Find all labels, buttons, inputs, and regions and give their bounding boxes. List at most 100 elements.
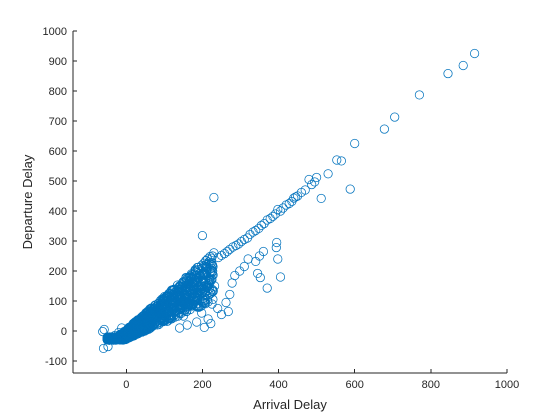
data-point — [117, 323, 127, 333]
data-point — [147, 317, 157, 327]
y-tick-label: 800 — [49, 86, 67, 98]
data-point — [239, 234, 249, 245]
data-point — [156, 313, 166, 323]
data-point — [207, 299, 217, 309]
data-point — [222, 246, 232, 257]
data-point — [200, 288, 210, 298]
data-point — [414, 90, 424, 100]
x-tick-label: 0 — [123, 379, 129, 391]
data-point — [98, 343, 109, 353]
y-tick-label: 100 — [49, 296, 67, 308]
y-tick-label: 0 — [61, 326, 67, 338]
data-point — [175, 323, 185, 333]
data-point — [132, 323, 142, 333]
data-point — [312, 172, 322, 182]
y-tick-label: 200 — [49, 266, 67, 278]
data-point — [254, 223, 264, 233]
x-axis-label: Arrival Delay — [253, 397, 327, 412]
data-point — [256, 220, 266, 230]
data-point — [275, 206, 286, 216]
data-point — [275, 272, 286, 282]
data-point — [182, 286, 192, 296]
data-point — [272, 237, 282, 248]
data-point — [225, 289, 235, 299]
axes — [72, 31, 507, 374]
data-point — [227, 278, 237, 288]
data-point — [235, 266, 245, 276]
data-point — [191, 267, 201, 277]
data-point — [181, 281, 191, 292]
data-point — [236, 237, 246, 247]
data-point — [304, 174, 314, 185]
data-point — [262, 215, 272, 225]
data-point — [108, 335, 118, 345]
data-point — [194, 302, 204, 312]
data-point — [270, 209, 281, 219]
data-point — [350, 138, 360, 149]
data-point — [156, 302, 166, 312]
x-tick-label: 1000 — [495, 379, 519, 391]
x-tick-label: 600 — [346, 379, 364, 391]
data-point — [199, 322, 209, 332]
data-point — [99, 324, 109, 335]
data-point — [265, 213, 275, 224]
data-point — [155, 306, 165, 316]
data-point — [153, 299, 164, 309]
data-point — [281, 200, 291, 210]
data-point — [114, 327, 124, 338]
data-point — [345, 184, 355, 194]
data-point — [197, 270, 207, 280]
data-point — [379, 124, 389, 134]
data-point — [162, 308, 172, 318]
y-tick-label: 500 — [49, 176, 67, 188]
data-point — [248, 227, 258, 237]
data-point — [192, 317, 202, 327]
data-point — [245, 229, 255, 239]
data-point — [171, 298, 181, 308]
data-point — [152, 311, 162, 321]
y-tick-label: 300 — [49, 236, 67, 248]
data-point — [168, 290, 178, 301]
data-points — [98, 48, 480, 353]
y-tick-label: 700 — [49, 116, 67, 128]
data-point — [103, 334, 113, 344]
data-point — [268, 211, 278, 221]
data-point — [196, 260, 207, 270]
data-point — [213, 252, 223, 263]
data-point — [168, 305, 178, 315]
data-point — [323, 169, 333, 179]
data-point — [221, 297, 231, 308]
data-point — [278, 203, 288, 213]
data-point — [103, 342, 113, 352]
data-point — [178, 311, 188, 321]
data-point — [259, 219, 269, 229]
data-point — [223, 306, 233, 317]
y-tick-label: -100 — [45, 356, 67, 368]
x-tick-label: 400 — [269, 379, 287, 391]
data-point — [197, 308, 207, 318]
data-point — [310, 177, 320, 187]
y-tick-label: 900 — [49, 56, 67, 68]
data-point — [210, 281, 220, 291]
data-point — [262, 283, 272, 293]
y-tick-label: 400 — [49, 206, 67, 218]
data-point — [203, 314, 213, 324]
y-axis-label: Departure Delay — [20, 154, 35, 249]
data-point — [216, 250, 227, 260]
data-point — [271, 243, 281, 253]
y-tick-label: 1000 — [43, 26, 67, 38]
data-point — [287, 196, 297, 206]
data-point — [336, 156, 346, 166]
data-point — [141, 312, 151, 322]
data-point — [200, 285, 210, 295]
data-point — [316, 193, 326, 203]
data-point — [284, 198, 294, 209]
data-point — [458, 60, 468, 71]
data-point — [189, 271, 199, 281]
data-point — [129, 330, 140, 340]
data-point — [182, 320, 192, 330]
data-point — [207, 253, 217, 263]
data-point — [192, 262, 202, 273]
data-point — [470, 48, 480, 59]
